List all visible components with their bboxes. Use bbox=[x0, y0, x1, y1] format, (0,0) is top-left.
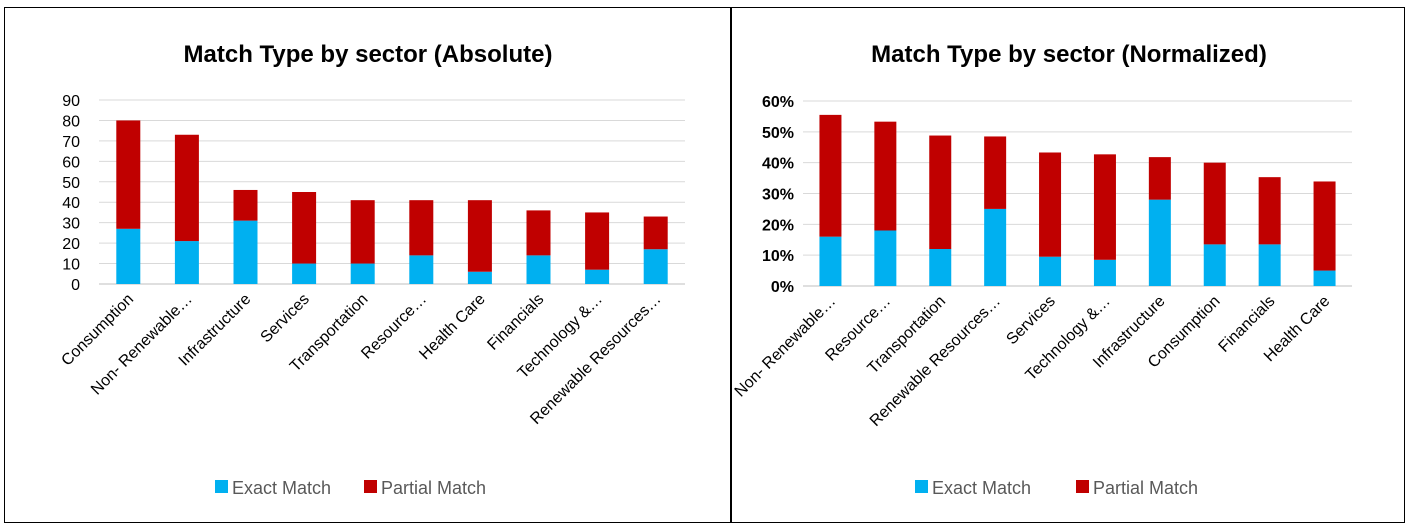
bar-partial-match bbox=[874, 121, 897, 231]
bar-partial-match bbox=[1093, 154, 1116, 260]
bar-exact-match bbox=[350, 263, 375, 284]
bar-partial-match bbox=[174, 134, 199, 242]
y-tick-label: 40 bbox=[62, 195, 80, 212]
y-tick-label: 70 bbox=[62, 134, 80, 151]
y-tick-label: 20 bbox=[62, 236, 80, 253]
legend-label-exact: Exact Match bbox=[932, 478, 1031, 498]
bar-exact-match bbox=[1148, 199, 1171, 286]
bar-exact-match bbox=[1313, 270, 1336, 286]
x-tick-label: Non- Renewable… bbox=[732, 293, 839, 401]
y-tick-label: 50 bbox=[62, 175, 80, 192]
bar-exact-match bbox=[467, 271, 492, 284]
bar-partial-match bbox=[1313, 181, 1336, 271]
bar-partial-match bbox=[292, 192, 317, 264]
bar-exact-match bbox=[984, 208, 1007, 286]
bar-exact-match bbox=[643, 249, 668, 284]
legend-swatch-partial bbox=[1076, 480, 1089, 493]
y-tick-label: 20% bbox=[762, 217, 794, 234]
y-tick-label: 80 bbox=[62, 113, 80, 130]
legend-swatch-exact bbox=[915, 480, 928, 493]
y-tick-label: 30 bbox=[62, 216, 80, 233]
bar-partial-match bbox=[819, 114, 842, 237]
chart-normalized-svg: Match Type by sector (Normalized) 0% 10% 2… bbox=[732, 41, 1352, 498]
bar-partial-match bbox=[350, 200, 375, 264]
chart-title: Match Type by sector (Normalized) bbox=[871, 41, 1267, 68]
legend-swatch-partial bbox=[364, 480, 377, 493]
legend: Exact Match Partial Match bbox=[915, 478, 1198, 498]
bar-exact-match bbox=[233, 220, 258, 284]
legend-label-exact: Exact Match bbox=[232, 478, 331, 498]
y-tick-label: 0 bbox=[71, 277, 80, 294]
bar-partial-match bbox=[116, 120, 141, 229]
x-tick-label: Non- Renewable… bbox=[88, 291, 196, 399]
bar-exact-match bbox=[526, 255, 551, 284]
bar-exact-match bbox=[1203, 244, 1226, 286]
y-tick-label: 10% bbox=[762, 248, 794, 265]
y-tick-label: 40% bbox=[762, 156, 794, 173]
bar-exact-match bbox=[874, 230, 897, 286]
bar-partial-match bbox=[233, 189, 258, 221]
x-tick-label: Services bbox=[258, 291, 313, 346]
bar-partial-match bbox=[643, 216, 668, 250]
bar-exact-match bbox=[1039, 256, 1062, 286]
legend-label-partial: Partial Match bbox=[381, 478, 486, 498]
bar-exact-match bbox=[292, 263, 317, 284]
bar-partial-match bbox=[585, 212, 610, 270]
chart-absolute-svg: Match Type by sector (Absolute) 0 10 20 30 4… bbox=[58, 41, 685, 498]
bar-exact-match bbox=[819, 236, 842, 286]
y-tick-label: 90 bbox=[62, 93, 80, 110]
y-tick-label: 60% bbox=[762, 94, 794, 111]
bar-exact-match bbox=[116, 228, 141, 284]
bar-exact-match bbox=[1093, 259, 1116, 286]
legend-swatch-exact bbox=[215, 480, 228, 493]
bar-exact-match bbox=[585, 269, 610, 284]
legend: Exact Match Partial Match bbox=[215, 478, 486, 498]
y-tick-label: 60 bbox=[62, 154, 80, 171]
chart-panel-normalized: Match Type by sector (Normalized) 0% 10% 2… bbox=[731, 7, 1405, 523]
bar-partial-match bbox=[526, 210, 551, 256]
bar-exact-match bbox=[929, 249, 952, 286]
bar-partial-match bbox=[409, 200, 434, 256]
bar-exact-match bbox=[409, 255, 434, 284]
bar-partial-match bbox=[1258, 177, 1281, 245]
bar-partial-match bbox=[1148, 157, 1171, 200]
y-tick-label: 10 bbox=[62, 257, 80, 274]
bar-partial-match bbox=[1039, 152, 1062, 257]
bar-exact-match bbox=[174, 241, 199, 284]
bar-partial-match bbox=[984, 136, 1007, 209]
bar-partial-match bbox=[1203, 162, 1226, 245]
chart-title: Match Type by sector (Absolute) bbox=[184, 41, 553, 68]
bar-partial-match bbox=[467, 200, 492, 272]
legend-label-partial: Partial Match bbox=[1093, 478, 1198, 498]
chart-panel-absolute: Match Type by sector (Absolute) 0 10 20 30 4… bbox=[4, 7, 731, 523]
y-tick-label: 30% bbox=[762, 187, 794, 204]
y-tick-label: 0% bbox=[771, 279, 794, 296]
x-tick-label: Financials bbox=[484, 291, 547, 354]
y-tick-label: 50% bbox=[762, 125, 794, 142]
bar-partial-match bbox=[929, 135, 952, 249]
x-tick-label: Services bbox=[1003, 293, 1058, 348]
bar-exact-match bbox=[1258, 244, 1281, 286]
